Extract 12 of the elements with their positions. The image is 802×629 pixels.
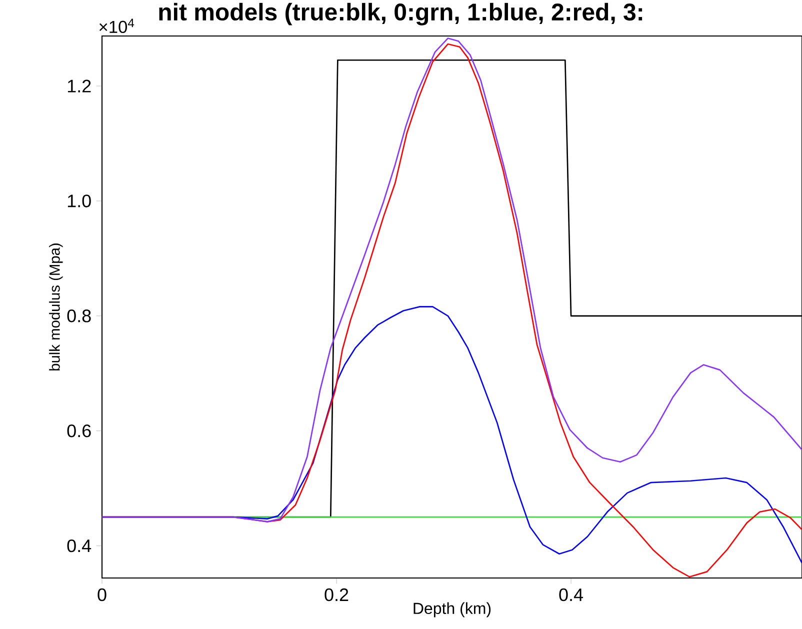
x-tick-label: 0.2	[324, 588, 348, 602]
x-tick-label: 0	[98, 588, 106, 602]
x-axis-title: Depth (km)	[414, 602, 491, 618]
y-tick-label: 1.0	[68, 194, 91, 208]
text: ×10$^{4}$	[99, 18, 134, 34]
y-axis-title: bulk modulus (Mpa)	[49, 244, 63, 370]
x-tick-label: 0.4	[559, 588, 584, 602]
y-tick-label: 0.8	[67, 310, 91, 322]
y-tick-label: 0.4	[67, 539, 92, 552]
chart-title: nit models (true:blk, 0:grn, 1:blue, 2:red, 3:	[159, 2, 642, 26]
y-tick-label: 0.6	[67, 424, 91, 438]
y-tick-label: 1.2	[68, 80, 91, 92]
